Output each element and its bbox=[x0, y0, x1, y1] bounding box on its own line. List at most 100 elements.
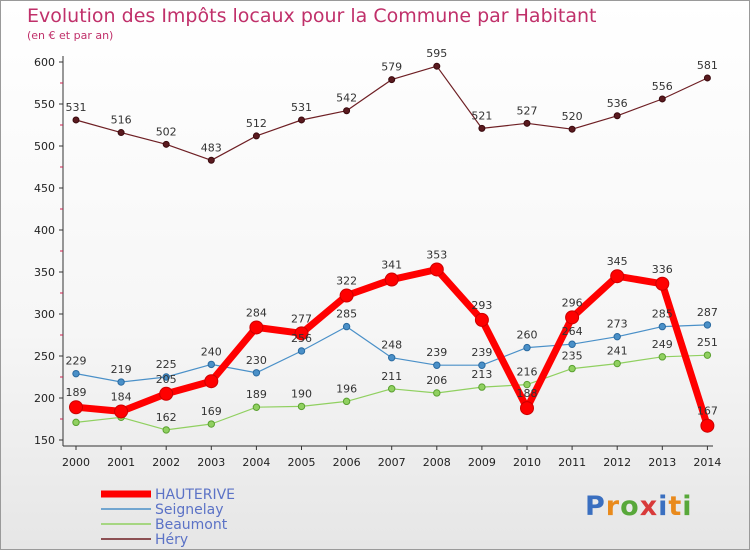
data-label-h-ry-2011: 520 bbox=[562, 110, 583, 123]
data-label-seignelay-2013: 285 bbox=[652, 308, 673, 321]
data-label-hauterive-2010: 188 bbox=[517, 387, 538, 400]
point-h-ry-2005 bbox=[298, 116, 305, 124]
data-label-h-ry-2003: 483 bbox=[201, 141, 222, 154]
data-label-hauterive-2000: 189 bbox=[66, 386, 87, 399]
chart-title: Evolution des Impôts locaux pour la Comm… bbox=[27, 5, 597, 27]
data-label-beaumont-2013: 249 bbox=[652, 338, 673, 351]
point-seignelay-2002 bbox=[162, 373, 170, 381]
point-seignelay-2003 bbox=[207, 360, 216, 369]
data-label-beaumont-2009: 213 bbox=[471, 368, 492, 381]
data-label-h-ry-2014: 581 bbox=[697, 59, 718, 72]
data-label-h-ry-2000: 531 bbox=[66, 101, 87, 114]
data-label-h-ry-2008: 595 bbox=[426, 47, 447, 60]
data-label-seignelay-2006: 285 bbox=[336, 308, 357, 321]
data-label-seignelay-2007: 248 bbox=[381, 339, 402, 352]
point-h-ry-2004 bbox=[252, 132, 260, 140]
point-h-ry-2001 bbox=[117, 129, 125, 137]
data-label-hauterive-2004: 284 bbox=[246, 306, 267, 319]
data-label-beaumont-2007: 211 bbox=[381, 370, 402, 383]
point-hauterive-2012 bbox=[610, 269, 625, 284]
data-label-h-ry-2004: 512 bbox=[246, 117, 267, 130]
point-seignelay-2009 bbox=[478, 361, 486, 369]
data-label-hauterive-2012: 345 bbox=[607, 255, 628, 268]
point-h-ry-2012 bbox=[613, 112, 621, 120]
y-tick-label-350: 350 bbox=[34, 266, 55, 279]
point-hauterive-2002 bbox=[159, 386, 174, 401]
data-label-seignelay-2014: 287 bbox=[697, 306, 718, 319]
data-label-seignelay-2012: 273 bbox=[607, 318, 628, 331]
point-hauterive-2005 bbox=[294, 326, 309, 341]
data-label-h-ry-2009: 521 bbox=[471, 109, 492, 122]
x-tick-label-2007: 2007 bbox=[378, 456, 406, 469]
data-label-seignelay-2001: 219 bbox=[111, 363, 132, 376]
point-beaumont-2008 bbox=[433, 389, 441, 397]
data-label-beaumont-2005: 190 bbox=[291, 387, 312, 400]
point-hauterive-2014 bbox=[700, 418, 715, 433]
point-seignelay-2011 bbox=[568, 340, 576, 348]
data-label-hauterive-2007: 341 bbox=[381, 259, 402, 272]
x-tick-label-2013: 2013 bbox=[648, 456, 676, 469]
data-label-seignelay-2011: 264 bbox=[562, 325, 583, 338]
y-tick-label-500: 500 bbox=[34, 140, 55, 153]
point-seignelay-2001 bbox=[117, 378, 125, 386]
data-label-beaumont-2003: 169 bbox=[201, 405, 222, 418]
data-label-beaumont-2004: 189 bbox=[246, 388, 267, 401]
data-label-h-ry-2013: 556 bbox=[652, 80, 673, 93]
point-beaumont-2014 bbox=[703, 351, 712, 359]
data-label-seignelay-2004: 230 bbox=[246, 354, 267, 367]
y-tick-label-550: 550 bbox=[34, 98, 55, 111]
x-tick-label-2014: 2014 bbox=[693, 456, 721, 469]
data-label-h-ry-2006: 542 bbox=[336, 92, 357, 105]
point-hauterive-2013 bbox=[655, 276, 670, 291]
legend-label-hauterive: HAUTERIVE bbox=[155, 487, 235, 503]
point-h-ry-2010 bbox=[523, 119, 531, 127]
point-beaumont-2005 bbox=[297, 402, 306, 411]
point-seignelay-2007 bbox=[388, 353, 396, 362]
y-tick-label-450: 450 bbox=[34, 182, 55, 195]
point-hauterive-2001 bbox=[114, 404, 129, 419]
point-hauterive-2000 bbox=[69, 400, 83, 415]
data-label-seignelay-2009: 239 bbox=[471, 346, 492, 359]
y-tick-label-200: 200 bbox=[34, 392, 55, 405]
point-hauterive-2011 bbox=[565, 310, 580, 325]
point-beaumont-2000 bbox=[72, 418, 80, 427]
series-lines bbox=[69, 62, 715, 434]
point-beaumont-2003 bbox=[207, 420, 216, 428]
x-tick-label-2009: 2009 bbox=[468, 456, 496, 469]
point-seignelay-2012 bbox=[613, 332, 621, 341]
point-h-ry-2008 bbox=[433, 62, 441, 70]
point-seignelay-2005 bbox=[297, 347, 306, 355]
data-label-hauterive-2011: 296 bbox=[562, 296, 583, 309]
data-label-h-ry-2007: 579 bbox=[381, 61, 402, 74]
data-label-hauterive-2001: 184 bbox=[111, 390, 132, 403]
point-h-ry-2013 bbox=[658, 95, 666, 103]
data-label-hauterive-2008: 353 bbox=[426, 248, 447, 261]
data-label-seignelay-2002: 225 bbox=[156, 358, 177, 371]
proxiti-logo: Proxiti bbox=[585, 491, 693, 522]
data-label-hauterive-2005: 277 bbox=[291, 312, 312, 325]
point-beaumont-2002 bbox=[162, 426, 170, 434]
data-label-h-ry-2010: 527 bbox=[517, 104, 538, 117]
x-tick-label-2010: 2010 bbox=[513, 456, 541, 469]
point-h-ry-2002 bbox=[162, 140, 170, 148]
point-beaumont-2009 bbox=[478, 383, 486, 391]
point-seignelay-2008 bbox=[433, 361, 441, 369]
legend-label-h-ry: Héry bbox=[155, 532, 188, 548]
point-seignelay-2004 bbox=[252, 369, 261, 377]
x-tick-label-2001: 2001 bbox=[107, 456, 135, 469]
point-hauterive-2009 bbox=[474, 312, 489, 327]
point-hauterive-2006 bbox=[339, 288, 354, 303]
data-label-hauterive-2014: 167 bbox=[697, 405, 718, 418]
data-label-hauterive-2009: 293 bbox=[471, 299, 492, 312]
data-label-seignelay-2005: 256 bbox=[291, 332, 312, 345]
point-hauterive-2007 bbox=[384, 272, 399, 287]
point-beaumont-2006 bbox=[342, 397, 351, 406]
point-h-ry-2014 bbox=[703, 74, 711, 82]
point-labels: 531 516 502 483 512 531 542 579 595 521 527 520 536 5… bbox=[66, 47, 718, 424]
x-tick-label-2002: 2002 bbox=[152, 456, 180, 469]
point-hauterive-2003 bbox=[204, 374, 219, 389]
point-seignelay-2000 bbox=[72, 369, 80, 378]
